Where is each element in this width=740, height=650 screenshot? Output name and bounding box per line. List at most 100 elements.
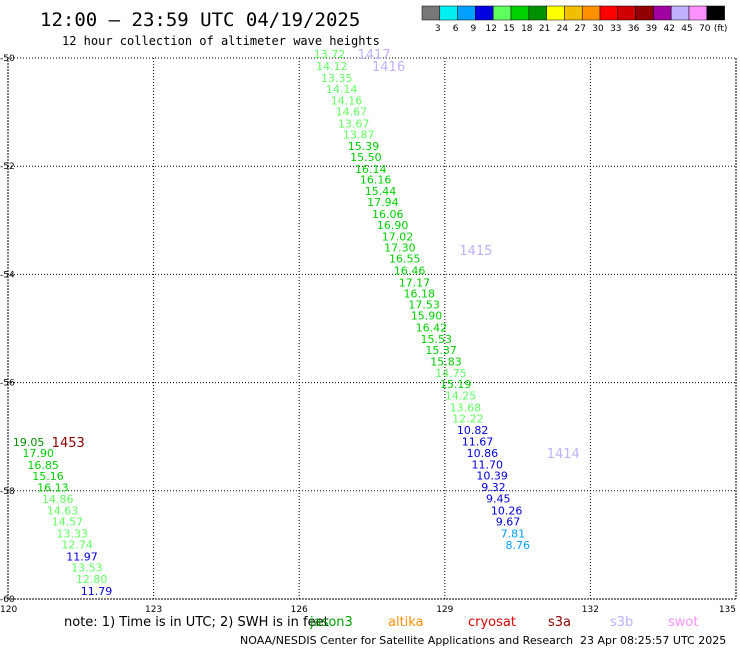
y-tick-label: -56 (0, 379, 15, 389)
color-scale-swatch (688, 5, 708, 21)
x-tick-label: 123 (145, 605, 162, 615)
swh-data-label: 13.35 (321, 72, 353, 85)
swh-data-label: 15.37 (425, 344, 457, 357)
swh-data-label: 14.14 (326, 83, 358, 96)
swh-data-label: 16.90 (377, 219, 409, 232)
pass-number-label: 1453 (52, 436, 85, 451)
swh-data-label: 11.79 (81, 585, 113, 598)
swh-data-label: 12.74 (61, 538, 93, 551)
swh-data-label: 16.13 (37, 482, 68, 495)
swh-data-label: 15.16 (32, 470, 64, 483)
swh-data-label: 14.57 (52, 516, 84, 529)
color-scale-swatch (546, 5, 565, 21)
swh-data-label: 15.83 (430, 356, 462, 369)
swh-data-label: 11.97 (66, 550, 98, 563)
color-scale-label: 3 (435, 24, 441, 34)
color-scale-swatch (564, 5, 583, 21)
color-scale-label: 36 (628, 24, 640, 34)
y-tick-label: -50 (0, 54, 15, 64)
color-scale-swatch (599, 5, 619, 21)
pass-number-label: 1414 (547, 447, 580, 462)
x-tick-label: 132 (582, 605, 599, 615)
swh-data-label: 8.76 (505, 539, 530, 552)
x-tick-label: 126 (291, 605, 308, 615)
plot-grid (7, 57, 737, 600)
color-scale-label: 12 (485, 24, 496, 34)
data-points: 13.7214.1213.3514.1414.1614.6713.6713.87… (13, 48, 530, 598)
color-scale-swatch (421, 5, 441, 21)
color-scale-swatch (653, 5, 672, 21)
swh-data-label: 12.80 (76, 573, 108, 586)
color-scale-label: 27 (574, 24, 585, 34)
swh-data-label: 12.22 (452, 412, 484, 425)
color-scale-label: 33 (610, 24, 621, 34)
swh-data-label: 14.75 (435, 367, 467, 380)
swh-data-label: 13.72 (314, 48, 346, 61)
swh-data-label: 15.39 (348, 140, 380, 153)
footer-credit: NOAA/NESDIS Center for Satellite Applica… (240, 634, 573, 647)
swh-data-label: 17.53 (408, 299, 440, 312)
color-scale-label: 9 (471, 24, 477, 34)
swh-data-label: 7.81 (501, 528, 526, 541)
color-scale-swatch (670, 5, 690, 21)
color-scale-swatch (706, 5, 725, 21)
swh-data-label: 14.67 (336, 106, 368, 119)
swh-data-label: 14.86 (42, 493, 73, 506)
chart-title: 12:00 – 23:59 UTC 04/19/2025 (40, 9, 360, 31)
swh-data-label: 11.67 (462, 436, 494, 449)
satellite-legend-entry: altika (388, 615, 424, 630)
satellite-legend-entry: jason3 (309, 615, 353, 630)
swh-data-label: 13.68 (450, 401, 482, 414)
swh-data-label: 17.02 (382, 231, 414, 244)
color-scale-label: 70 (699, 24, 711, 34)
axis-tick-labels: 120 123 126 129 132 135 -50 -52 -54 -56 -58 -60 (0, 54, 736, 615)
satellite-legend-entry: s3a (548, 615, 571, 630)
color-scale-label: 45 (681, 24, 692, 34)
swh-data-label: 14.25 (445, 390, 477, 403)
y-tick-label: -58 (0, 487, 15, 497)
color-scale-swatch (617, 5, 636, 21)
swh-data-label: 10.26 (491, 504, 523, 517)
swh-data-label: 10.82 (457, 424, 489, 437)
swh-data-label: 16.18 (404, 287, 436, 300)
swh-data-label: 15.90 (411, 310, 443, 323)
color-scale-swatch (581, 5, 601, 21)
swh-data-label: 13.67 (338, 117, 370, 130)
swh-data-label: 10.39 (476, 470, 508, 483)
y-tick-label: -54 (0, 270, 15, 280)
y-tick-label: -60 (0, 595, 15, 605)
swh-data-label: 17.90 (23, 447, 54, 460)
satellite-legend-entry: cryosat (468, 615, 516, 630)
satellite-legend-entry: swot (668, 615, 698, 630)
swh-data-label: 16.46 (394, 265, 426, 278)
swh-data-label: 13.87 (343, 128, 375, 141)
swh-data-label: 13.33 (57, 528, 89, 541)
pass-number-label: 1415 (459, 244, 492, 259)
swh-data-label: 9.67 (496, 516, 521, 529)
swh-data-label: 10.86 (467, 447, 499, 460)
swh-data-label: 15.19 (440, 378, 472, 391)
color-scale-label: 30 (592, 24, 604, 34)
color-scale-swatch (457, 5, 476, 21)
x-tick-label: 120 (0, 605, 17, 615)
swh-data-label: 17.94 (367, 196, 399, 209)
swh-data-label: 15.44 (365, 185, 397, 198)
note-text: note: 1) Time is in UTC; 2) SWH is in fe… (64, 615, 329, 630)
swh-data-label: 16.16 (360, 174, 392, 187)
color-scale-label: 18 (521, 24, 533, 34)
color-scale-swatch (475, 5, 494, 21)
color-scale-swatch (635, 5, 654, 21)
color-scale-label: 6 (453, 24, 459, 34)
swh-data-label: 16.85 (27, 459, 59, 472)
color-scale-legend: 3 6 9 12 15 18 21 24 27 30 33 36 39 42 45 70 (ft) (421, 5, 727, 34)
satellite-legend-entry: s3b (610, 615, 633, 630)
color-scale-label: 15 (503, 24, 514, 34)
swh-data-label: 11.70 (471, 458, 503, 471)
pass-number-label: 1417 (357, 48, 390, 63)
color-scale-swatch (492, 5, 512, 21)
x-tick-label: 129 (436, 605, 453, 615)
swh-data-label: 14.16 (331, 95, 363, 108)
color-scale-label: 42 (663, 24, 674, 34)
